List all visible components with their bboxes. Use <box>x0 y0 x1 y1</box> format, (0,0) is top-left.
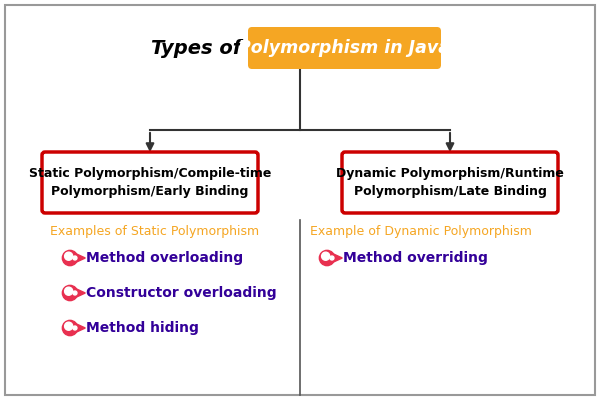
Text: Dynamic Polymorphism/Runtime
Polymorphism/Late Binding: Dynamic Polymorphism/Runtime Polymorphis… <box>336 166 564 198</box>
Circle shape <box>73 291 77 295</box>
Circle shape <box>322 252 330 260</box>
Circle shape <box>65 322 73 330</box>
FancyBboxPatch shape <box>248 27 441 69</box>
Polygon shape <box>74 253 85 263</box>
Text: Types of: Types of <box>151 38 248 58</box>
Text: Constructor overloading: Constructor overloading <box>86 286 277 300</box>
Circle shape <box>73 256 77 260</box>
Text: Examples of Static Polymorphism: Examples of Static Polymorphism <box>50 225 259 238</box>
Circle shape <box>319 250 335 266</box>
Polygon shape <box>331 253 342 263</box>
Text: Static Polymorphism/Compile-time
Polymorphism/Early Binding: Static Polymorphism/Compile-time Polymor… <box>29 166 271 198</box>
Text: Method hiding: Method hiding <box>86 321 199 335</box>
Text: Method overriding: Method overriding <box>343 251 488 265</box>
FancyBboxPatch shape <box>42 152 258 213</box>
Text: Method overloading: Method overloading <box>86 251 243 265</box>
Circle shape <box>65 287 73 295</box>
Text: Polymorphism in Java: Polymorphism in Java <box>239 39 451 57</box>
Polygon shape <box>74 323 85 333</box>
Text: Example of Dynamic Polymorphism: Example of Dynamic Polymorphism <box>310 225 532 238</box>
FancyBboxPatch shape <box>342 152 558 213</box>
FancyBboxPatch shape <box>5 5 595 395</box>
Polygon shape <box>74 288 85 298</box>
Circle shape <box>62 320 77 336</box>
Circle shape <box>73 326 77 330</box>
Circle shape <box>330 256 334 260</box>
Circle shape <box>65 252 73 260</box>
Circle shape <box>62 250 77 266</box>
Circle shape <box>62 285 77 301</box>
